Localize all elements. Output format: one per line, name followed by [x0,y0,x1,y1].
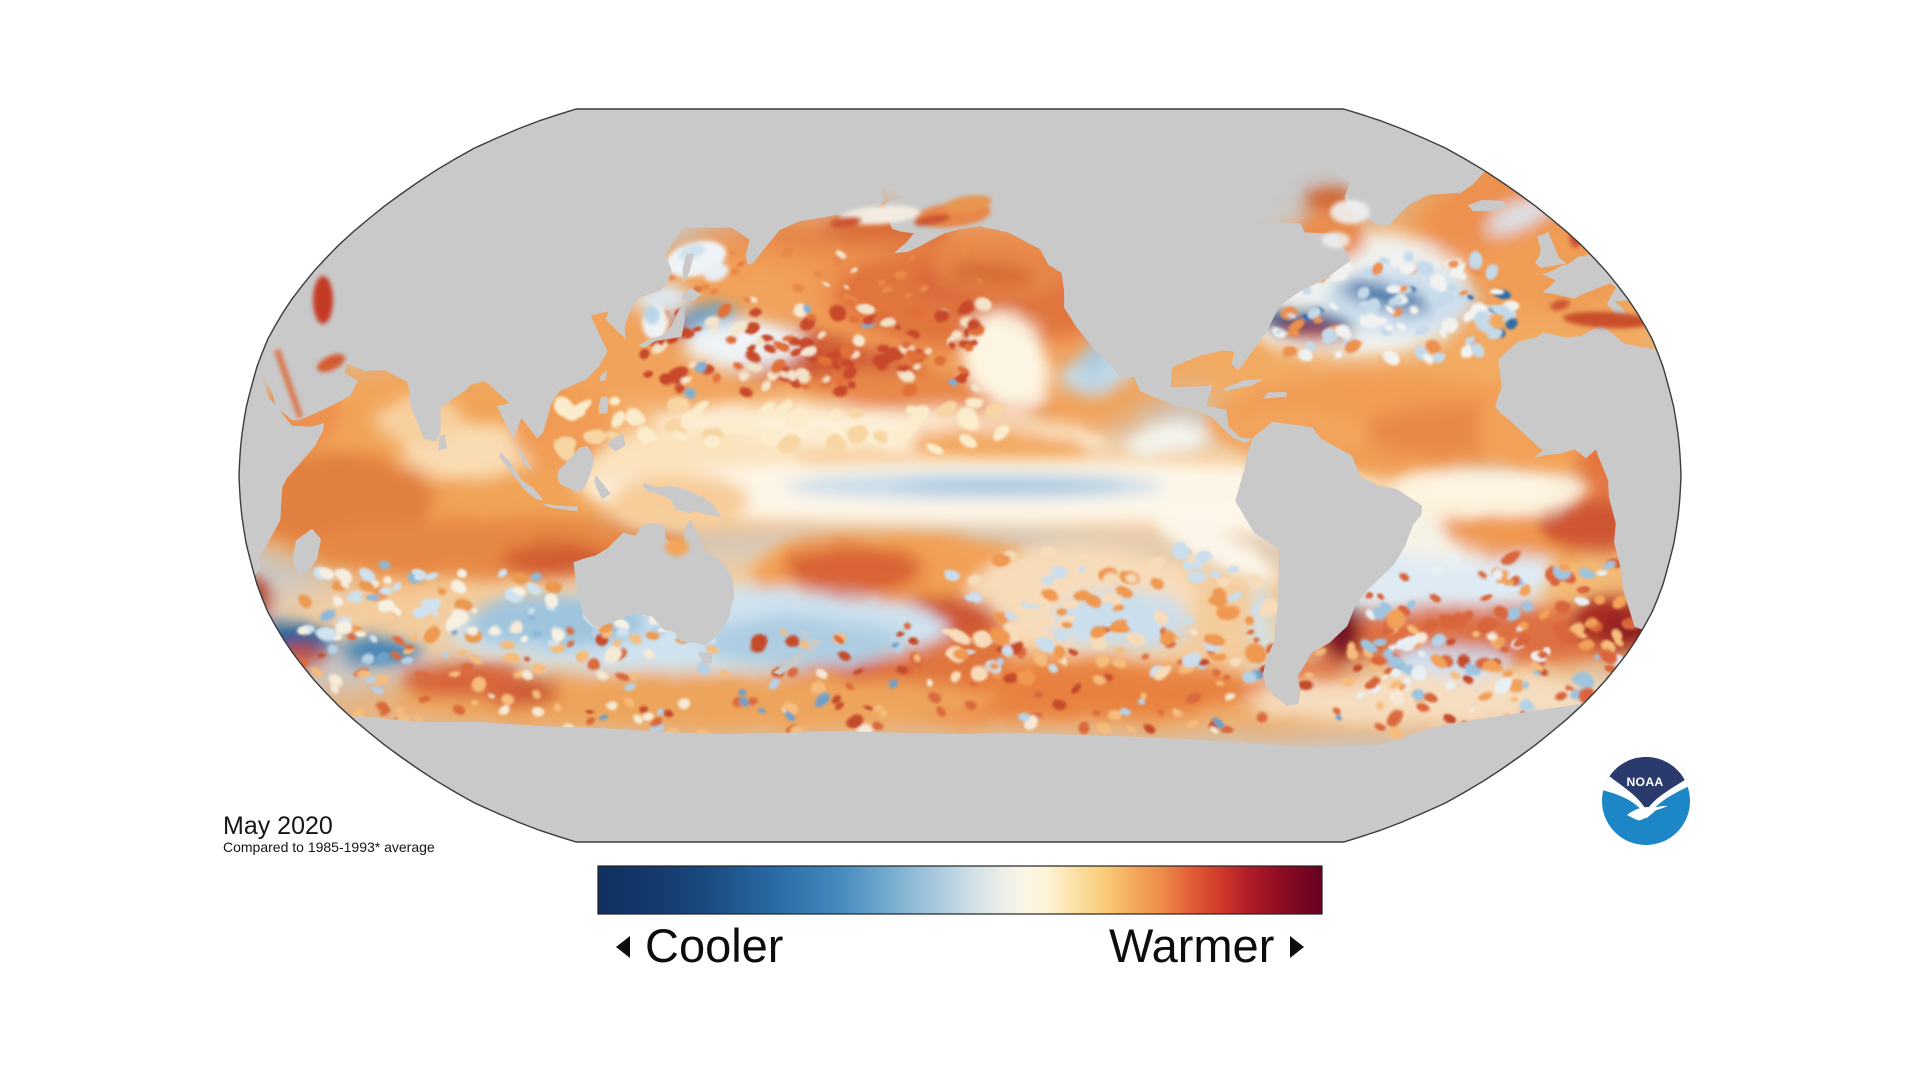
svg-text:Compared to 1985-1993* average: Compared to 1985-1993* average [223,839,435,855]
svg-text:Warmer: Warmer [1109,919,1274,972]
svg-text:NOAA: NOAA [1626,775,1663,789]
svg-text:Cooler: Cooler [645,919,783,972]
svg-text:May 2020: May 2020 [223,812,333,840]
